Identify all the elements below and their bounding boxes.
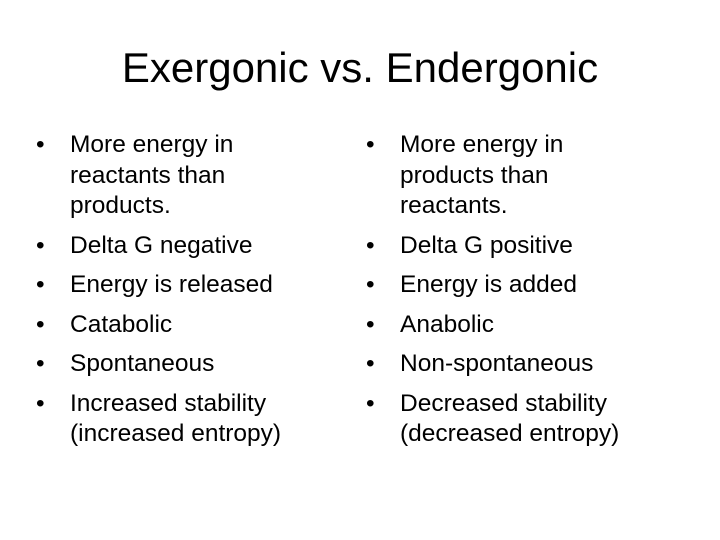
endergonic-item-delta-g: Delta G positive: [366, 231, 686, 262]
exergonic-item-stability: Increased stability (increased entropy): [36, 389, 320, 450]
endergonic-item-products: More energy in products than reactants.: [366, 130, 600, 222]
exergonic-item-spontaneous: Spontaneous: [36, 349, 356, 380]
endergonic-item-anabolic: Anabolic: [366, 310, 686, 341]
endergonic-item-energy: Energy is added: [366, 270, 686, 301]
exergonic-item-delta-g: Delta G negative: [36, 231, 356, 262]
exergonic-item-catabolic: Catabolic: [36, 310, 356, 341]
endergonic-item-nonspontaneous: Non-spontaneous: [366, 349, 686, 380]
exergonic-list: More energy in reactants than products. …: [36, 130, 356, 459]
exergonic-item-reactants: More energy in reactants than products.: [36, 130, 280, 222]
slide-title: Exergonic vs. Endergonic: [121, 44, 599, 91]
endergonic-list: More energy in products than reactants. …: [366, 130, 686, 459]
exergonic-item-energy: Energy is released: [36, 270, 356, 301]
endergonic-item-stability: Decreased stability (decreased entropy): [366, 389, 660, 450]
